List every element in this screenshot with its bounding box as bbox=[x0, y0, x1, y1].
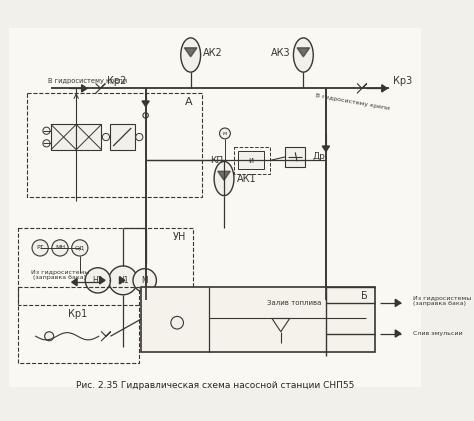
Circle shape bbox=[133, 269, 156, 292]
Bar bbox=[141, 287, 375, 352]
Text: Др: Др bbox=[312, 152, 325, 161]
Text: Б: Б bbox=[361, 290, 368, 301]
Text: КП: КП bbox=[210, 156, 223, 165]
Text: РТ: РТ bbox=[36, 245, 44, 250]
Text: ОД: ОД bbox=[75, 245, 85, 250]
Text: Н1: Н1 bbox=[118, 276, 128, 285]
Circle shape bbox=[45, 332, 54, 341]
Bar bbox=[27, 93, 202, 197]
Text: и: и bbox=[248, 156, 254, 165]
Circle shape bbox=[72, 240, 88, 256]
Circle shape bbox=[102, 133, 109, 141]
Text: МН: МН bbox=[55, 245, 65, 250]
Bar bbox=[234, 147, 270, 174]
Text: УН: УН bbox=[173, 232, 187, 242]
Text: Рис. 2.35 Гидравлическая схема насосной станции СНП55: Рис. 2.35 Гидравлическая схема насосной … bbox=[76, 381, 354, 390]
Polygon shape bbox=[100, 277, 105, 284]
Circle shape bbox=[219, 128, 230, 139]
Polygon shape bbox=[218, 171, 230, 180]
Text: Из гидросистемы
(заправка бака): Из гидросистемы (заправка бака) bbox=[31, 269, 89, 280]
Polygon shape bbox=[119, 277, 125, 284]
Polygon shape bbox=[395, 330, 401, 337]
Bar bbox=[76, 125, 101, 149]
Circle shape bbox=[85, 268, 110, 293]
Ellipse shape bbox=[214, 161, 234, 196]
Ellipse shape bbox=[181, 38, 201, 72]
Text: Кр1: Кр1 bbox=[68, 309, 88, 319]
Bar bbox=[109, 125, 135, 149]
Bar bbox=[18, 228, 193, 305]
Ellipse shape bbox=[293, 38, 313, 72]
Text: Н2: Н2 bbox=[92, 276, 103, 285]
Circle shape bbox=[43, 140, 50, 147]
Text: М: М bbox=[141, 276, 148, 285]
Polygon shape bbox=[82, 85, 87, 92]
Text: Залив топлива: Залив топлива bbox=[267, 300, 321, 306]
Bar bbox=[18, 287, 139, 363]
Bar bbox=[51, 125, 76, 149]
Polygon shape bbox=[322, 146, 329, 152]
Bar bbox=[285, 147, 305, 167]
Text: В гидросистему крепи: В гидросистему крепи bbox=[48, 78, 128, 84]
Polygon shape bbox=[142, 101, 149, 107]
Circle shape bbox=[32, 240, 48, 256]
Circle shape bbox=[52, 240, 68, 256]
Circle shape bbox=[43, 127, 50, 134]
Polygon shape bbox=[297, 48, 310, 57]
Text: АК2: АК2 bbox=[203, 48, 223, 58]
Polygon shape bbox=[72, 279, 77, 286]
Text: АК3: АК3 bbox=[271, 48, 291, 58]
Text: м: м bbox=[223, 131, 227, 136]
Circle shape bbox=[171, 317, 183, 329]
Circle shape bbox=[136, 133, 143, 141]
Text: А: А bbox=[185, 97, 193, 107]
Text: Слив эмульсии: Слив эмульсии bbox=[413, 331, 463, 336]
Polygon shape bbox=[395, 299, 401, 306]
Circle shape bbox=[143, 113, 148, 118]
Text: Из гидросистемы
(заправка бака): Из гидросистемы (заправка бака) bbox=[413, 296, 472, 306]
Text: В гидросистему крепи: В гидросистему крепи bbox=[316, 93, 391, 111]
Circle shape bbox=[109, 266, 137, 295]
Text: Кр2: Кр2 bbox=[107, 76, 127, 86]
Text: АК1: АК1 bbox=[237, 173, 256, 184]
Polygon shape bbox=[184, 48, 197, 57]
Bar bbox=[238, 152, 264, 170]
Text: Кр3: Кр3 bbox=[393, 76, 413, 86]
Polygon shape bbox=[382, 85, 387, 92]
